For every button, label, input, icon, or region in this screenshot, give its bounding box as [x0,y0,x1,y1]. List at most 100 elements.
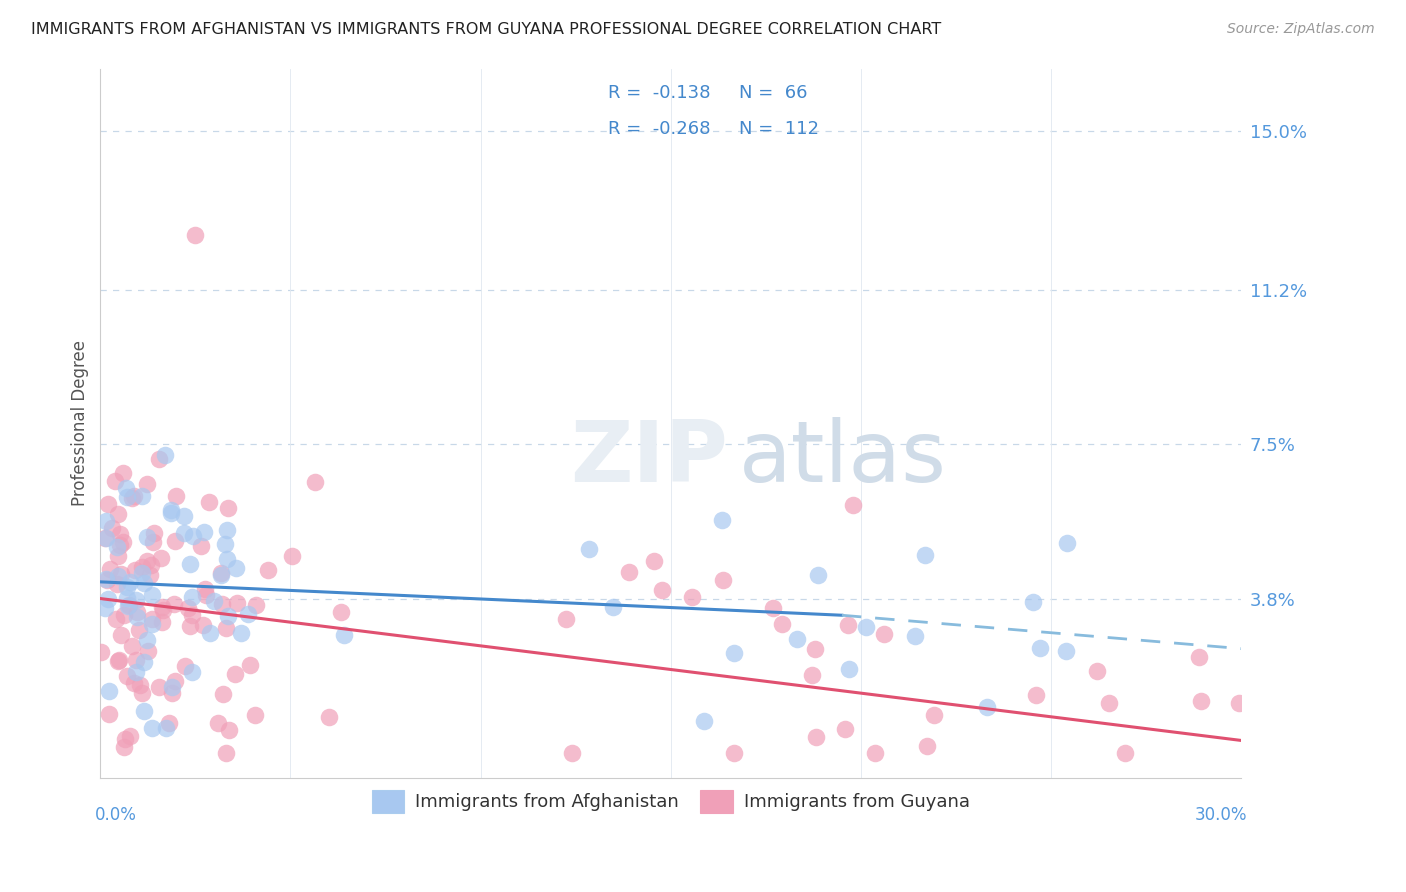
Point [193,525,215,540]
Point [173,525,195,540]
Point [117,599,139,613]
Point [94,514,117,528]
Point [148,680,170,694]
Point [236,607,259,621]
Point [762,601,785,615]
Point [125,606,148,620]
Point [94,531,117,545]
Point [1022,595,1045,609]
Point [148,451,170,466]
Point [141,616,163,631]
Point [131,686,153,700]
Point [218,723,240,737]
Point [554,612,576,626]
Point [873,627,896,641]
Point [723,746,745,760]
Point [165,489,187,503]
Text: R =  -0.138: R = -0.138 [607,85,710,103]
Point [163,597,186,611]
Point [136,633,159,648]
Point [212,687,235,701]
Point [97,683,120,698]
Point [333,628,356,642]
Point [693,714,716,729]
Point [651,582,673,597]
Point [914,549,936,563]
Point [1189,693,1212,707]
Point [173,509,195,524]
Point [855,620,877,634]
Point [108,653,131,667]
Point [138,644,160,658]
Point [193,617,215,632]
Point [107,568,129,582]
Point [124,653,146,667]
Point [202,594,225,608]
Point [976,700,998,714]
Point [723,646,745,660]
Point [177,601,200,615]
Point [842,499,865,513]
Point [1085,665,1108,679]
Point [105,576,128,591]
Point [181,529,204,543]
Point [160,680,183,694]
Point [304,475,326,489]
Point [330,605,353,619]
Point [141,558,163,572]
Point [1188,649,1211,664]
Point [108,527,131,541]
Point [904,629,927,643]
Point [97,497,120,511]
Point [257,563,280,577]
Text: ZIP: ZIP [569,417,728,500]
Point [207,716,229,731]
Point [217,500,239,515]
Point [837,618,859,632]
Text: R =  -0.268: R = -0.268 [607,120,710,138]
Point [915,739,938,753]
Point [181,608,204,623]
Point [1054,643,1077,657]
Point [209,568,232,582]
Point [142,534,165,549]
Point [162,686,184,700]
Point [560,746,582,760]
Point [578,541,600,556]
Point [141,612,163,626]
Point [124,563,146,577]
Point [838,662,860,676]
Point [770,617,793,632]
Point [115,669,138,683]
Point [107,507,129,521]
Point [112,607,135,622]
Point [602,599,624,614]
Point [681,590,703,604]
Point [1025,688,1047,702]
Point [122,676,145,690]
Y-axis label: Professional Degree: Professional Degree [72,340,89,507]
Point [107,549,129,564]
Point [215,552,238,566]
Point [179,619,201,633]
Point [121,639,143,653]
Point [184,228,207,243]
Point [98,706,121,721]
Point [93,601,115,615]
Point [318,710,340,724]
Point [94,572,117,586]
Point [114,732,136,747]
Point [153,448,176,462]
Point [713,573,735,587]
Text: N =  66: N = 66 [740,85,807,103]
Point [143,525,166,540]
Point [105,612,128,626]
Point [198,625,221,640]
Legend: Immigrants from Afghanistan, Immigrants from Guyana: Immigrants from Afghanistan, Immigrants … [363,780,979,822]
Point [194,582,217,596]
Point [807,568,830,582]
Point [110,628,132,642]
Point [141,721,163,735]
Point [863,746,886,760]
Point [195,588,218,602]
